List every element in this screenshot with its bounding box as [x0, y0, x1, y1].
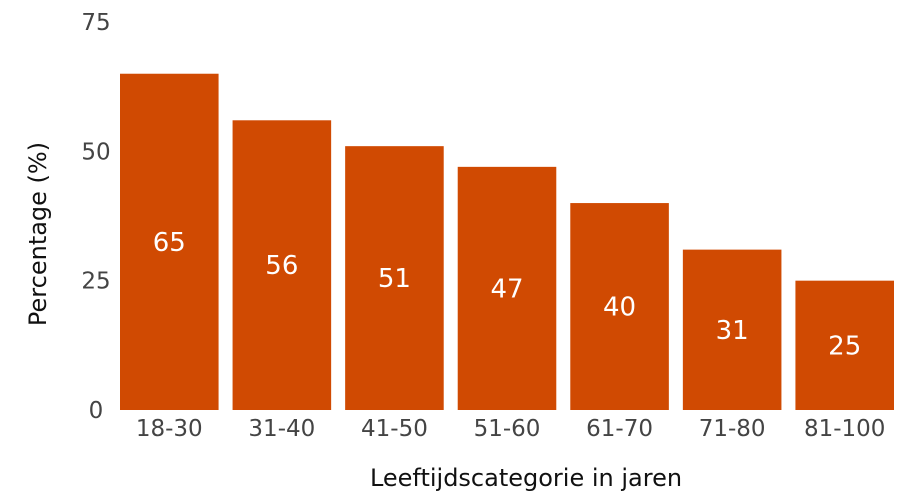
y-tick-label: 0 [89, 398, 104, 424]
bar-value-label: 31 [716, 316, 749, 346]
bar-51-60 [457, 166, 557, 410]
bar-value-label: 65 [153, 228, 186, 258]
x-tick-label: 61-70 [586, 416, 653, 442]
bar-71-80 [682, 249, 782, 410]
bar-31-40 [232, 120, 332, 410]
y-axis-ticks: 0 25 50 75 [81, 10, 110, 424]
bar-value-label: 40 [603, 293, 636, 323]
x-tick-label: 18-30 [136, 416, 203, 442]
bar-value-label: 56 [265, 251, 298, 281]
x-tick-label: 41-50 [361, 416, 428, 442]
x-tick-label: 71-80 [699, 416, 766, 442]
bars [120, 73, 894, 410]
bar-81-100 [795, 280, 894, 410]
x-axis-title: Leeftijdscategorie in jaren [370, 464, 682, 492]
bar-61-70 [570, 203, 669, 410]
bar-18-30 [120, 73, 219, 410]
bar-value-label: 47 [490, 274, 523, 304]
bar-value-label: 51 [378, 264, 411, 294]
x-tick-label: 31-40 [248, 416, 315, 442]
x-tick-label: 51-60 [474, 416, 541, 442]
bar-41-50 [345, 146, 444, 410]
bar-value-label: 25 [828, 331, 861, 361]
y-tick-label: 75 [81, 10, 110, 36]
y-tick-label: 50 [81, 139, 110, 165]
y-axis-title: Percentage (%) [24, 142, 52, 326]
bar-value-labels: 65 56 51 47 40 31 25 [153, 228, 862, 361]
x-axis-ticks: 18-30 31-40 41-50 51-60 61-70 71-80 81-100 [136, 416, 886, 442]
y-tick-label: 25 [81, 269, 110, 295]
x-tick-label: 81-100 [804, 416, 885, 442]
